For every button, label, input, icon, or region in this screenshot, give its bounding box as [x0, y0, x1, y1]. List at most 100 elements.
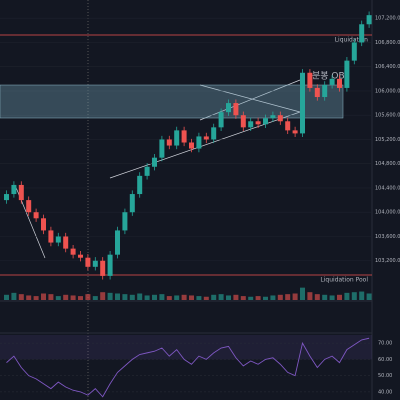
candle-body — [211, 127, 217, 140]
volume-bar — [115, 293, 120, 300]
candle-body — [26, 200, 32, 213]
candle-body — [189, 142, 194, 149]
y-tick-label: 103,200.0 — [375, 258, 400, 264]
volume-bar — [226, 295, 231, 300]
candle-body — [174, 130, 180, 146]
volume-bar — [359, 291, 365, 300]
candle-body — [226, 103, 231, 113]
candle-body — [107, 254, 113, 276]
y-tick-label: 107,200.0 — [375, 16, 400, 22]
candle-body — [270, 115, 276, 119]
candle-body — [41, 218, 46, 231]
volume-bar — [196, 296, 202, 300]
volume-bar — [63, 294, 69, 300]
candle-body — [115, 230, 120, 255]
ob-label: 분봉 OB — [312, 71, 345, 82]
volume-bar — [18, 294, 24, 300]
candle-body — [18, 184, 24, 201]
candle-body — [344, 60, 350, 88]
volume-bar — [344, 292, 350, 300]
candle-body — [129, 194, 135, 213]
volume-bar — [107, 292, 113, 300]
volume-bar — [211, 294, 217, 300]
candle-body — [359, 24, 365, 43]
volume-bar — [152, 294, 157, 300]
candle-body — [329, 78, 335, 85]
candle-body — [181, 130, 187, 143]
level-label: Liquidation Pool — [320, 276, 368, 283]
candle-body — [277, 115, 283, 122]
candle-body — [33, 212, 39, 219]
y-tick-label: 105,200.0 — [375, 137, 400, 143]
candle-body — [63, 236, 69, 249]
candle-body — [137, 175, 143, 195]
volume-bar — [285, 294, 291, 300]
candle-body — [144, 166, 150, 176]
volume-bar — [100, 292, 106, 300]
volume-bar — [137, 293, 143, 300]
volume-bar — [240, 296, 246, 300]
volume-bar — [277, 294, 283, 300]
candle-body — [159, 139, 165, 158]
volume-bar — [292, 293, 298, 300]
candle-body — [322, 84, 328, 98]
volume-bar — [85, 294, 91, 300]
volume-bar — [307, 292, 313, 300]
volume-bar — [174, 295, 180, 300]
candle-body — [100, 260, 106, 276]
candle-body — [196, 136, 202, 149]
candle-body — [248, 121, 254, 128]
candle-body — [11, 184, 17, 195]
volume-bar — [70, 295, 76, 300]
y-tick-label: 50.00 — [378, 373, 392, 379]
volume-bar — [92, 296, 98, 300]
volume-bar — [144, 295, 150, 300]
y-tick-label: 104,400.0 — [375, 185, 400, 191]
level-label: Liquidation — [335, 36, 368, 43]
volume-bar — [129, 294, 135, 300]
rsi-band — [0, 335, 372, 360]
candle-body — [307, 72, 313, 88]
candle-body — [218, 112, 224, 128]
ob-zone — [0, 84, 344, 119]
candle-body — [4, 194, 9, 201]
candle-body — [122, 212, 128, 231]
volume-bar — [255, 296, 261, 300]
volume-bar — [314, 294, 320, 300]
volume-bar — [166, 296, 172, 300]
candle-body — [240, 115, 246, 128]
candle-body — [166, 139, 172, 146]
volume-bar — [41, 293, 46, 300]
candle-body — [70, 248, 76, 255]
y-tick-label: 70.00 — [378, 341, 392, 347]
y-tick-label: 105,600.0 — [375, 113, 400, 119]
volume-bar — [270, 295, 276, 300]
volume-bar — [351, 292, 357, 300]
candle-body — [300, 72, 305, 134]
candle-body — [263, 118, 268, 125]
candle-body — [78, 254, 83, 258]
y-tick-label: 106,000.0 — [375, 88, 400, 94]
candle-body — [85, 257, 91, 267]
candle-body — [314, 87, 320, 98]
volume-bar — [366, 293, 372, 300]
volume-bar — [78, 296, 83, 300]
volume-bar — [122, 294, 128, 300]
volume-bar — [26, 295, 32, 300]
volume-bar — [55, 296, 61, 300]
candle-body — [351, 42, 357, 61]
rsi-line — [6, 337, 370, 398]
candle-body — [292, 130, 298, 134]
candle-body — [366, 15, 372, 25]
candle-body — [255, 121, 261, 125]
volume-bar — [48, 294, 54, 300]
candle-body — [233, 103, 239, 116]
volume-bar — [203, 296, 209, 300]
volume-bar — [263, 296, 268, 300]
volume-bar — [4, 294, 9, 300]
y-tick-label: 104,800.0 — [375, 161, 400, 167]
volume-bar — [159, 294, 165, 300]
volume-bar — [181, 294, 187, 300]
volume-bar — [337, 294, 342, 300]
